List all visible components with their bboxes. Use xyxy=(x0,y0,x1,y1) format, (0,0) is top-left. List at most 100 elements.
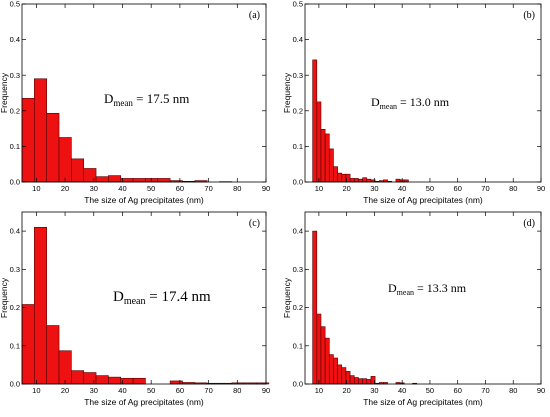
panel-label: (b) xyxy=(523,10,535,21)
x-tick-label: 80 xyxy=(509,386,517,395)
x-tick-label: 30 xyxy=(90,184,98,193)
histogram-bar xyxy=(320,129,326,183)
annotation-main: D xyxy=(371,95,380,109)
mean-size-annotation: Dmean = 17.5 nm xyxy=(104,91,189,108)
x-tick-label: 30 xyxy=(370,184,378,193)
y-axis-label: Frequency xyxy=(0,72,9,113)
histogram-bar xyxy=(312,59,318,183)
histogram-bar xyxy=(353,178,359,183)
y-tick-label: 0.3 xyxy=(293,71,303,80)
x-tick-label: 90 xyxy=(262,184,270,193)
histogram-bar xyxy=(145,178,159,183)
histogram-panel: 10 20 30 40 50 60 70 80 90 0.0 0.1 0.2 0.3 0.4 0.5 The … xyxy=(0,0,270,205)
panel-label: (c) xyxy=(249,218,260,229)
y-tick-label: 0.4 xyxy=(10,227,20,236)
x-axis-label: The size of Ag precipitates (nm) xyxy=(84,195,204,205)
histogram-bar xyxy=(328,148,334,183)
histogram-bar xyxy=(349,178,355,183)
x-tick-label: 60 xyxy=(176,386,184,395)
histogram-bar xyxy=(366,379,372,385)
y-tick-label: 0.5 xyxy=(10,0,20,9)
x-axis-label: The size of Ag precipitates (nm) xyxy=(363,195,483,205)
y-tick-label: 0.1 xyxy=(10,341,20,350)
x-tick-label: 70 xyxy=(481,184,489,193)
x-tick-label: 20 xyxy=(61,184,69,193)
x-tick-label: 90 xyxy=(537,184,545,193)
annotation-main: D xyxy=(104,91,113,106)
histogram-bar xyxy=(320,326,326,385)
histogram-bar xyxy=(337,364,343,385)
histogram-bar xyxy=(108,376,122,385)
histogram-bar xyxy=(362,378,368,385)
y-tick-label: 0.1 xyxy=(10,142,20,151)
annotation-main: D xyxy=(113,289,124,305)
histogram-bar xyxy=(337,172,343,183)
annotation-value: = 17.4 nm xyxy=(146,289,211,305)
histogram-bar xyxy=(366,178,372,183)
histogram-bar xyxy=(349,375,355,385)
y-tick-label: 0.4 xyxy=(10,35,20,44)
x-tick-label: 40 xyxy=(118,184,126,193)
x-tick-label: 50 xyxy=(147,184,155,193)
histogram-bar xyxy=(157,178,171,183)
x-tick-label: 70 xyxy=(204,386,212,395)
panel-label: (a) xyxy=(249,10,260,21)
histogram-bar xyxy=(132,377,146,385)
plot-frame xyxy=(21,3,267,183)
histogram-bar xyxy=(358,178,363,183)
annotation-value: = 13.3 nm xyxy=(414,281,467,295)
histogram-bar xyxy=(83,372,97,385)
histogram-bar xyxy=(58,137,72,183)
x-tick-label: 80 xyxy=(509,184,517,193)
histogram-bar xyxy=(324,337,330,385)
histogram-bar xyxy=(58,350,72,385)
histogram-bar xyxy=(316,313,322,385)
x-tick-label: 30 xyxy=(90,386,98,395)
x-tick-label: 50 xyxy=(147,386,155,395)
plot-frame xyxy=(304,3,542,183)
y-tick-label: 0.0 xyxy=(293,178,303,187)
x-tick-label: 20 xyxy=(61,386,69,395)
annotation-value: = 17.5 nm xyxy=(133,91,189,106)
histogram-panel: 10 20 30 40 50 60 70 80 90 0.0 0.1 0.2 0.3 0.4 The siz… xyxy=(282,211,545,407)
x-tick-label: 60 xyxy=(454,184,462,193)
histogram-bar xyxy=(328,354,334,385)
y-tick-label: 0.1 xyxy=(293,142,303,151)
x-tick-label: 90 xyxy=(537,386,545,395)
histogram-bar xyxy=(341,173,347,183)
histogram-bar xyxy=(21,304,35,385)
histogram-bar xyxy=(46,325,60,385)
histogram-bar xyxy=(132,178,146,183)
x-tick-label: 90 xyxy=(262,386,270,395)
mean-size-annotation: Dmean = 13.3 nm xyxy=(388,281,467,297)
histogram-bar xyxy=(83,168,97,183)
y-tick-label: 0.2 xyxy=(293,106,303,115)
histogram-bar xyxy=(95,176,109,183)
x-tick-label: 50 xyxy=(426,184,434,193)
y-axis-label: Frequency xyxy=(0,277,9,318)
histogram-bar xyxy=(34,226,47,385)
x-tick-label: 50 xyxy=(426,386,434,395)
histogram-panel: 10 20 30 40 50 60 70 80 90 0.0 0.1 0.2 0.3 0.4 The siz… xyxy=(0,211,270,407)
histogram-bar xyxy=(169,380,183,385)
x-tick-label: 40 xyxy=(398,184,406,193)
histogram-panel: 10 20 30 40 50 60 70 80 90 0.0 0.1 0.2 0.3 0.4 0.5 The … xyxy=(282,0,545,205)
y-tick-label: 0.3 xyxy=(10,265,20,274)
x-tick-label: 70 xyxy=(481,386,489,395)
histogram-bar xyxy=(95,375,109,385)
x-tick-label: 60 xyxy=(176,184,184,193)
y-axis-label: Frequency xyxy=(282,277,292,318)
y-tick-label: 0.0 xyxy=(293,380,303,389)
y-tick-label: 0.0 xyxy=(10,178,20,187)
y-tick-label: 0.0 xyxy=(10,380,20,389)
y-tick-label: 0.2 xyxy=(293,303,303,312)
y-tick-label: 0.1 xyxy=(293,341,303,350)
annotation-main: D xyxy=(388,281,397,295)
x-tick-label: 70 xyxy=(204,184,212,193)
y-tick-label: 0.4 xyxy=(293,35,303,44)
histogram-bar xyxy=(316,101,322,183)
y-tick-label: 0.2 xyxy=(10,303,20,312)
x-tick-label: 40 xyxy=(118,386,126,395)
histogram-bar xyxy=(34,78,47,183)
